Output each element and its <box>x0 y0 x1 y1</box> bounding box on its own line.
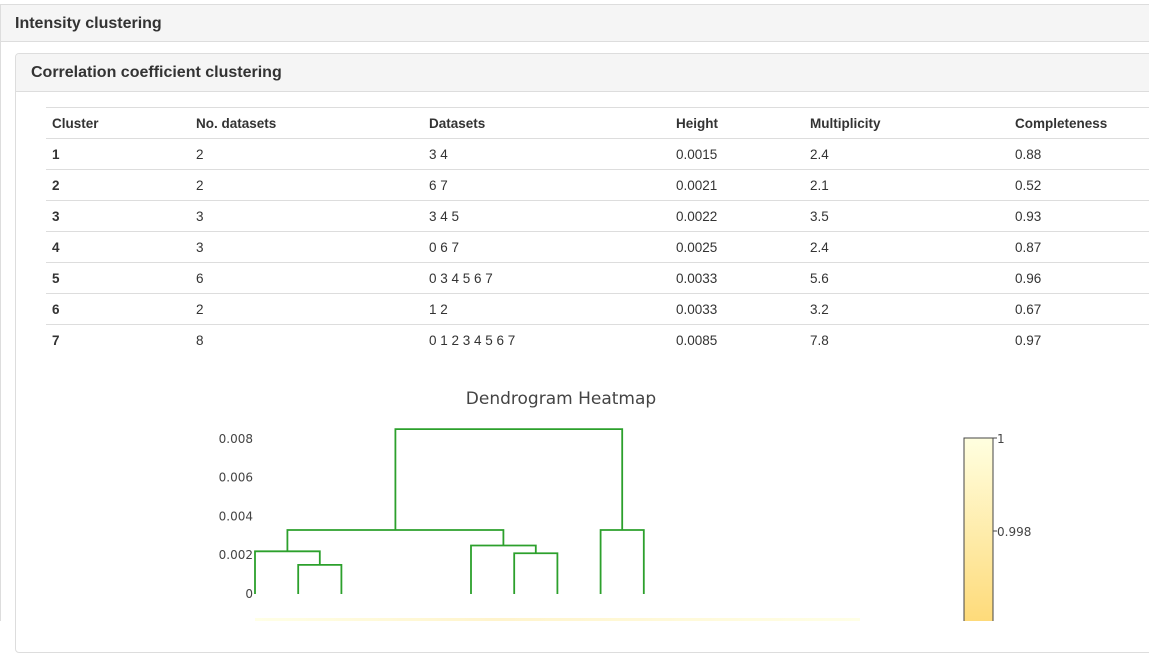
header-completeness: Completeness <box>1009 107 1149 139</box>
completeness-cell: 0.93 <box>1009 200 1149 232</box>
table-row: 6 2 1 2 0.0033 3.2 0.67 <box>46 293 1149 325</box>
no-datasets-cell: 3 <box>190 200 423 232</box>
dendrogram-link <box>254 550 321 594</box>
multiplicity-cell: 3.5 <box>804 200 1009 232</box>
dendrogram-links <box>254 428 645 594</box>
colorbar <box>963 437 994 621</box>
completeness-cell: 0.97 <box>1015 332 1042 348</box>
height-cell: 0.0021 <box>670 169 804 201</box>
heatmap-strip <box>255 618 860 621</box>
height-cell: 0.0022 <box>670 200 804 232</box>
completeness-cell: 0.96 <box>1009 262 1149 294</box>
multiplicity-cell: 7.8 <box>810 332 829 348</box>
cluster-cell: 4 <box>46 231 190 263</box>
datasets-cell: 3 4 <box>423 138 670 170</box>
datasets-cell: 0 1 2 3 4 5 6 7 <box>429 332 516 348</box>
dendrogram-link <box>297 564 343 594</box>
table-header-row: Cluster No. datasets Datasets Height Mul… <box>46 107 1149 139</box>
y-tick-label: 0.004 <box>219 509 253 523</box>
completeness-cell: 0.52 <box>1009 169 1149 201</box>
cluster-cell: 2 <box>46 169 190 201</box>
dendrogram-link <box>599 529 645 594</box>
height-cell: 0.0015 <box>670 138 804 170</box>
dendrogram-heatmap-chart[interactable]: Dendrogram Heatmap 0.0080.0060.0040.0020… <box>0 0 1149 621</box>
intensity-clustering-panel: Intensity clustering <box>0 4 1149 621</box>
no-datasets-cell: 3 <box>190 231 423 263</box>
colorbar-ticks: 1 0.998 <box>993 432 1031 539</box>
dendrogram-link <box>513 552 559 594</box>
no-datasets-cell: 2 <box>190 138 423 170</box>
correlation-clustering-heading[interactable]: Correlation coefficient clustering <box>16 54 1149 92</box>
no-datasets-cell: 2 <box>190 293 423 325</box>
colorbar-tick-label: 1 <box>997 432 1005 446</box>
height-cell: 0.0033 <box>670 262 804 294</box>
header-datasets: Datasets <box>423 107 670 139</box>
datasets-cell: 0 3 4 5 6 7 <box>423 262 670 294</box>
cluster-cell: 6 <box>46 293 190 325</box>
y-tick-label: 0.006 <box>219 471 253 485</box>
colorbar-tick-label: 0.998 <box>997 525 1031 539</box>
header-cluster: Cluster <box>46 107 190 139</box>
y-tick-label: 0 <box>245 587 253 601</box>
table-row: 7 8 0 1 2 3 4 5 6 7 0.0085 7.8 0.97 <box>46 325 1149 356</box>
datasets-cell: 0 6 7 <box>423 231 670 263</box>
cluster-cell: 3 <box>46 200 190 232</box>
table-row: 4 3 0 6 7 0.0025 2.4 0.87 <box>46 231 1149 263</box>
header-multiplicity: Multiplicity <box>804 107 1009 139</box>
completeness-cell: 0.87 <box>1009 231 1149 263</box>
multiplicity-cell: 2.4 <box>804 138 1009 170</box>
y-axis-ticks: 0.008 0.006 0.004 0.002 0 <box>219 432 253 601</box>
cluster-table: Cluster No. datasets Datasets Height Mul… <box>46 107 1149 355</box>
y-tick-label: 0.008 <box>219 432 253 446</box>
completeness-cell: 0.88 <box>1009 138 1149 170</box>
multiplicity-cell: 3.2 <box>804 293 1009 325</box>
multiplicity-cell: 2.4 <box>804 231 1009 263</box>
table-row: 3 3 3 4 5 0.0022 3.5 0.93 <box>46 200 1149 232</box>
completeness-cell: 0.67 <box>1009 293 1149 325</box>
header-no-datasets: No. datasets <box>190 107 423 139</box>
datasets-cell: 3 4 5 <box>423 200 670 232</box>
multiplicity-cell: 2.1 <box>804 169 1009 201</box>
header-height: Height <box>670 107 804 139</box>
no-datasets-cell: 8 <box>196 332 204 348</box>
datasets-cell: 6 7 <box>423 169 670 201</box>
cluster-cell: 1 <box>46 138 190 170</box>
table-row: 5 6 0 3 4 5 6 7 0.0033 5.6 0.96 <box>46 262 1149 294</box>
height-cell: 0.0033 <box>670 293 804 325</box>
correlation-clustering-panel: Correlation coefficient clustering Clust… <box>15 53 1149 653</box>
cluster-cell: 5 <box>46 262 190 294</box>
no-datasets-cell: 2 <box>190 169 423 201</box>
intensity-clustering-heading[interactable]: Intensity clustering <box>1 5 1149 42</box>
cluster-cell: 7 <box>52 332 60 348</box>
height-cell: 0.0025 <box>670 231 804 263</box>
table-row: 2 2 6 7 0.0021 2.1 0.52 <box>46 169 1149 201</box>
datasets-cell: 1 2 <box>423 293 670 325</box>
y-tick-label: 0.002 <box>219 548 253 562</box>
dendrogram-link <box>394 428 624 530</box>
table-row: 1 2 3 4 0.0015 2.4 0.88 <box>46 138 1149 170</box>
multiplicity-cell: 5.6 <box>804 262 1009 294</box>
height-cell: 0.0085 <box>676 332 718 348</box>
no-datasets-cell: 6 <box>190 262 423 294</box>
chart-title: Dendrogram Heatmap <box>466 389 656 409</box>
